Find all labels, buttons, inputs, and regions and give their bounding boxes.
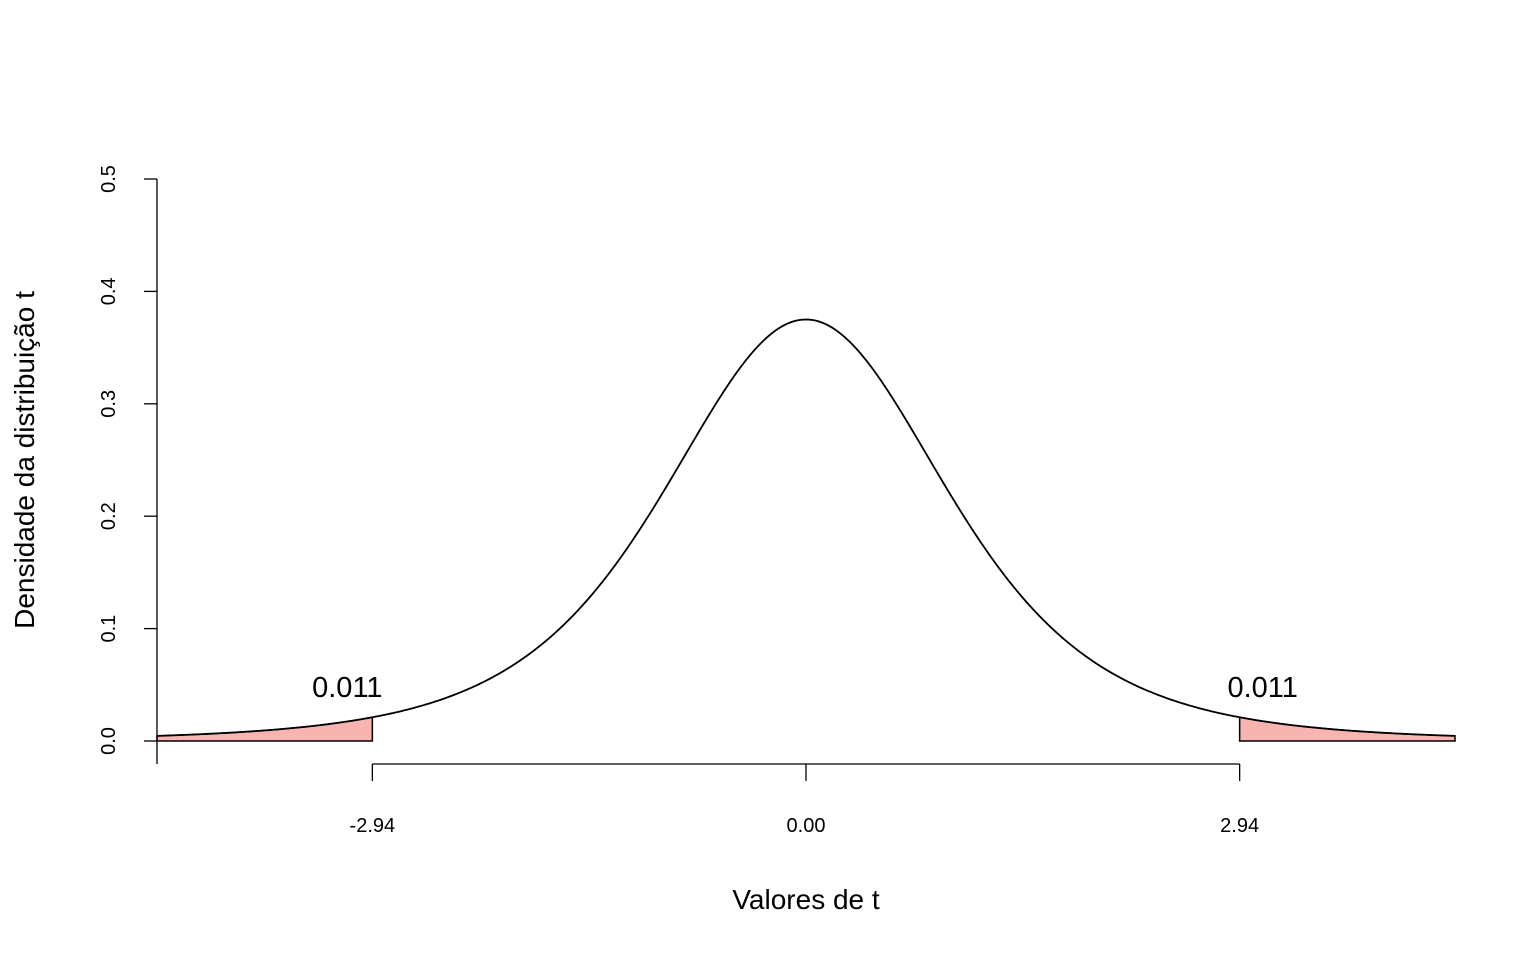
x-tick-label: 0.00 — [787, 815, 826, 837]
density-curve — [156, 318, 1456, 737]
y-tick-label: 0.2 — [98, 502, 120, 530]
tail-area-right — [1238, 716, 1456, 742]
x-tick-label: 2.94 — [1220, 815, 1259, 837]
y-tick-label: 0.1 — [98, 615, 120, 643]
y-tick-label: 0.4 — [98, 277, 120, 305]
x-axis: -2.94 0.00 2.94 — [350, 763, 1259, 837]
tail-area-left — [156, 716, 374, 742]
tail-annotations: 0.011 0.011 — [312, 672, 1298, 704]
tail-probability-label-left: 0.011 — [312, 672, 382, 704]
y-tick-label: 0.3 — [98, 390, 120, 418]
x-tick-label: -2.94 — [350, 815, 396, 837]
y-axis: 0.0 0.1 0.2 0.3 0.4 0.5 — [98, 165, 158, 764]
x-axis-title: Valores de t — [732, 884, 880, 915]
y-tick-label: 0.5 — [98, 165, 120, 193]
tail-probability-label-right: 0.011 — [1227, 672, 1297, 704]
y-axis-title: Densidade da distribuição t — [9, 291, 40, 629]
y-tick-label: 0.0 — [98, 727, 120, 755]
